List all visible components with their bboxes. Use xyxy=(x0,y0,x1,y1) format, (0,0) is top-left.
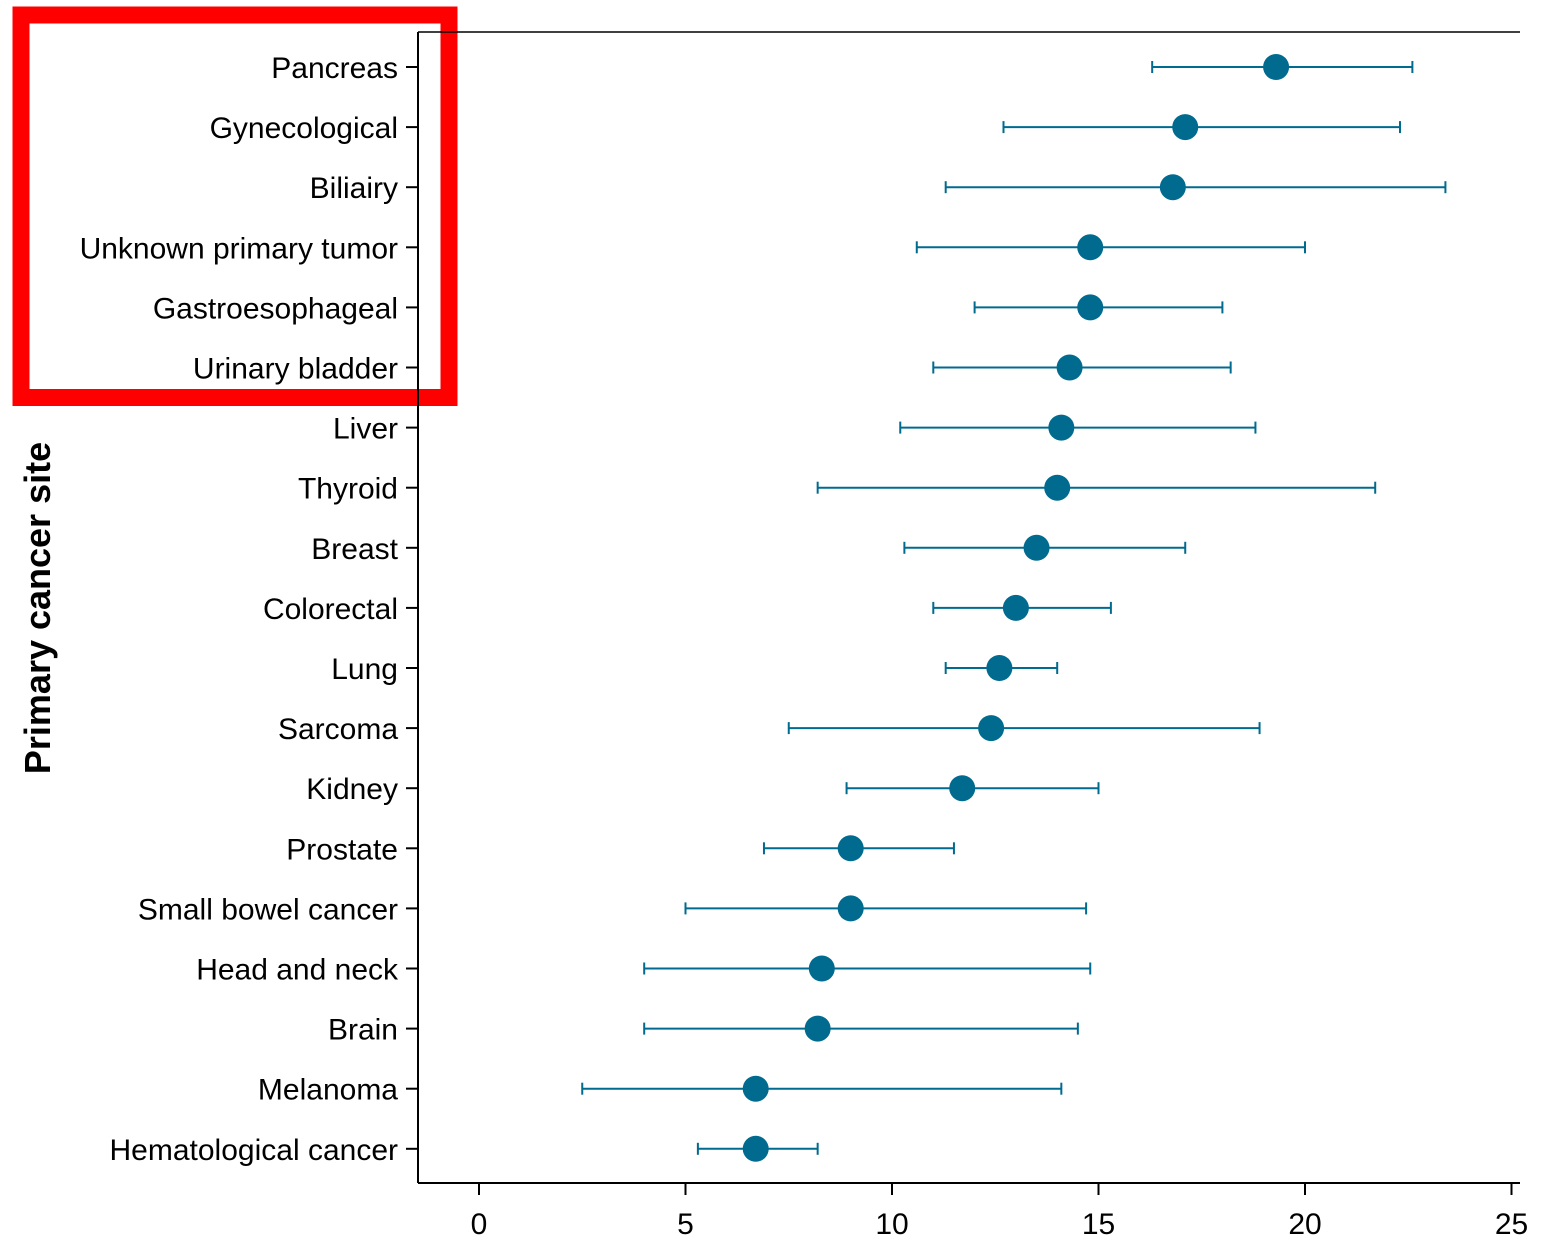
point-estimate-brain xyxy=(804,1015,831,1042)
category-label-gastroesophageal: Gastroesophageal xyxy=(153,292,398,325)
point-estimate-prostate xyxy=(837,835,864,862)
category-label-hematological-cancer: Hematological cancer xyxy=(110,1134,398,1167)
x-tick-label-5: 5 xyxy=(677,1208,694,1241)
y-axis-title: Primary cancer site xyxy=(17,442,58,774)
category-label-breast: Breast xyxy=(311,533,398,566)
point-estimate-pancreas xyxy=(1263,54,1290,80)
point-estimate-urinary-bladder xyxy=(1056,354,1083,381)
x-tick-label-25: 25 xyxy=(1495,1208,1528,1241)
point-estimate-kidney xyxy=(949,775,976,802)
x-tick-label-20: 20 xyxy=(1288,1208,1321,1241)
x-tick-label-10: 10 xyxy=(875,1208,908,1241)
point-estimate-colorectal xyxy=(1002,594,1029,621)
point-estimate-lung xyxy=(986,655,1013,681)
category-label-colorectal: Colorectal xyxy=(263,593,398,626)
point-estimate-sarcoma xyxy=(978,715,1005,742)
point-estimate-gynecological xyxy=(1172,114,1199,141)
category-label-pancreas: Pancreas xyxy=(271,52,398,85)
category-label-melanoma: Melanoma xyxy=(258,1074,398,1107)
point-estimate-thyroid xyxy=(1044,474,1071,501)
point-estimate-biliairy xyxy=(1159,174,1186,201)
point-estimate-unknown-primary-tumor xyxy=(1077,234,1104,261)
axes-layer: 0 5 10 15 20 25 xyxy=(406,31,1528,1241)
point-estimate-head-and-neck xyxy=(808,955,835,982)
category-label-gynecological: Gynecological xyxy=(210,112,398,145)
point-estimate-melanoma xyxy=(742,1075,769,1102)
point-estimate-small-bowel-cancer xyxy=(837,895,864,922)
category-label-lung: Lung xyxy=(331,653,398,686)
labels-layer: Pancreas Gynecological Biliairy Unknown pri… xyxy=(80,52,399,1167)
highlight-layer xyxy=(12,6,458,406)
category-label-kidney: Kidney xyxy=(306,773,398,806)
category-label-urinary-bladder: Urinary bladder xyxy=(193,353,398,386)
category-label-small-bowel-cancer: Small bowel cancer xyxy=(138,893,398,926)
category-label-brain: Brain xyxy=(328,1014,398,1047)
category-label-liver: Liver xyxy=(333,413,398,446)
point-estimate-hematological-cancer xyxy=(742,1135,769,1162)
category-label-biliairy: Biliairy xyxy=(310,172,398,205)
x-tick-label-15: 15 xyxy=(1082,1208,1115,1241)
points-layer xyxy=(742,54,1290,1162)
x-tick-label-0: 0 xyxy=(471,1208,488,1241)
category-label-head-and-neck: Head and neck xyxy=(196,954,399,987)
point-estimate-gastroesophageal xyxy=(1077,294,1104,321)
category-label-thyroid: Thyroid xyxy=(298,473,398,506)
category-label-sarcoma: Sarcoma xyxy=(278,713,398,746)
category-label-prostate: Prostate xyxy=(286,833,398,866)
highlight-rectangle xyxy=(12,6,458,406)
point-estimate-breast xyxy=(1023,534,1050,561)
point-estimate-liver xyxy=(1048,414,1075,441)
category-label-unknown-primary-tumor: Unknown primary tumor xyxy=(80,232,398,265)
